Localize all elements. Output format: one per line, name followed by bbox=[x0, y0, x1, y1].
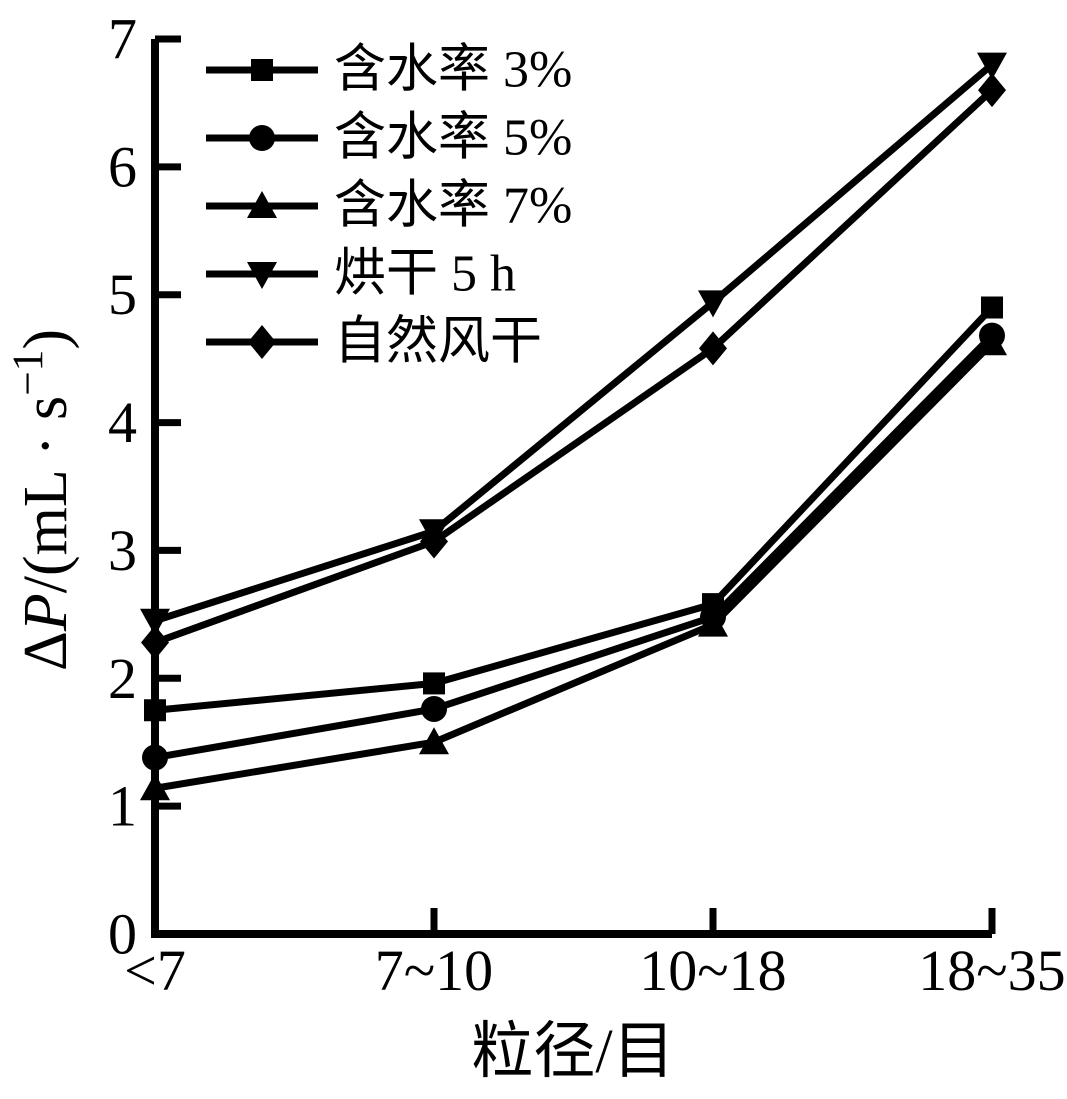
legend-item-label: 含水率 7% bbox=[334, 178, 572, 235]
series-line-4 bbox=[153, 87, 995, 646]
diamond-marker-icon bbox=[978, 73, 1006, 108]
diamond-marker-icon bbox=[420, 524, 448, 559]
y-tick-label: 2 bbox=[108, 646, 137, 711]
legend-item-label: 含水率 5% bbox=[334, 110, 572, 167]
y-tick-label: 1 bbox=[108, 774, 137, 839]
x-tick-label: 18~35 bbox=[918, 938, 1065, 1003]
x-tick-label: 10~18 bbox=[639, 938, 786, 1003]
y-tick-label: 6 bbox=[108, 134, 137, 199]
circle-marker-icon bbox=[249, 125, 275, 151]
triangle-down-marker-icon bbox=[247, 262, 277, 289]
series-line-2 bbox=[154, 340, 995, 792]
triangle-up-marker-icon bbox=[247, 191, 277, 218]
x-axis-title: 粒径/目 bbox=[471, 1018, 674, 1086]
diamond-marker-icon bbox=[699, 331, 727, 366]
series-line-3 bbox=[153, 61, 995, 625]
triangle-down-marker-icon bbox=[977, 52, 1007, 80]
triangle-up-marker-icon bbox=[698, 609, 728, 637]
y-tick-label: 3 bbox=[108, 518, 137, 583]
circle-marker-icon bbox=[142, 744, 168, 771]
diamond-marker-icon bbox=[141, 625, 169, 660]
triangle-down-marker-icon bbox=[698, 290, 728, 318]
diamond-marker-icon bbox=[248, 325, 276, 359]
y-axis-title-part: /(mL · s bbox=[12, 396, 80, 593]
y-tick-label: 5 bbox=[108, 262, 137, 327]
y-tick-label: 4 bbox=[108, 390, 137, 455]
x-tick-label: <7 bbox=[124, 938, 186, 1003]
triangle-up-marker-icon bbox=[419, 727, 449, 755]
y-axis-title-part: −1 bbox=[4, 350, 52, 396]
square-marker-icon bbox=[981, 296, 1003, 319]
triangle-up-marker-icon bbox=[140, 773, 170, 801]
triangle-down-marker-icon bbox=[140, 608, 170, 636]
y-axis-title-part: P bbox=[12, 593, 80, 632]
square-marker-icon bbox=[251, 59, 273, 81]
y-axis-title-part: Δ bbox=[12, 631, 80, 671]
square-marker-icon bbox=[144, 699, 166, 722]
y-tick-label: 7 bbox=[108, 7, 137, 72]
y-axis-title: ΔP/(mL · s−1) bbox=[4, 329, 80, 671]
y-tick-label: 0 bbox=[108, 902, 137, 967]
square-marker-icon bbox=[423, 672, 445, 695]
y-axis-title-part: ) bbox=[12, 329, 80, 350]
x-tick-label: 7~10 bbox=[375, 938, 493, 1003]
series-line-1 bbox=[154, 333, 995, 762]
legend-item-label: 烘干 5 h bbox=[334, 246, 516, 303]
circle-marker-icon bbox=[421, 695, 447, 722]
legend-item-label: 自然风干 bbox=[334, 314, 542, 371]
triangle-up-marker-icon bbox=[977, 328, 1007, 356]
series-line-0 bbox=[154, 305, 995, 714]
legend-item-label: 含水率 3% bbox=[334, 42, 572, 99]
